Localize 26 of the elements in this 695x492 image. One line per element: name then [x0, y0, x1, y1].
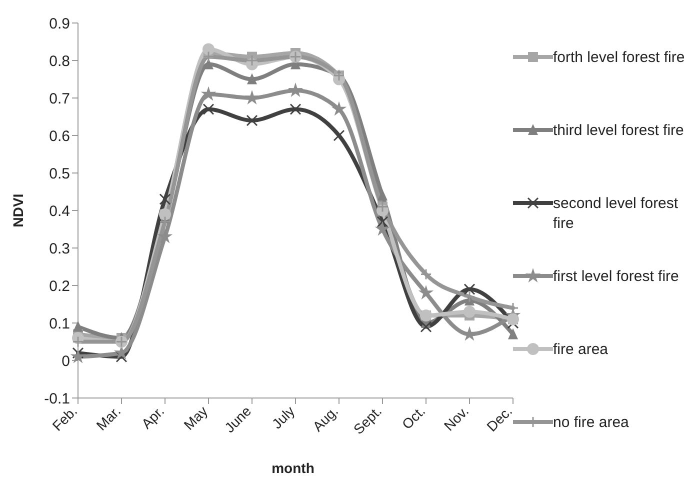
legend-label: fire area	[553, 340, 608, 360]
x-tick-label: May	[180, 402, 211, 433]
y-tick-label: 0.1	[49, 315, 70, 332]
x-tick-label: July	[268, 402, 298, 432]
y-axis-title: NDVI	[10, 194, 26, 228]
x-tick-label: Nov.	[440, 402, 472, 434]
legend-label: second level forest fire	[553, 194, 680, 234]
legend-label: no fire area	[553, 413, 629, 433]
legend-label: third level forest fire	[553, 121, 684, 141]
x-tick-label: Aug.	[309, 402, 342, 434]
y-tick-label: 0.3	[49, 240, 70, 258]
x-tick-label: Dec.	[483, 402, 516, 434]
x-tick-label: Mar.	[93, 402, 124, 434]
y-tick-label: 0.2	[49, 278, 70, 295]
x-tick-label: Apr.	[138, 402, 168, 432]
y-tick-label: 0.9	[49, 15, 70, 32]
x-tick-label: Oct.	[398, 402, 428, 432]
y-tick-label: 0	[62, 352, 70, 370]
y-tick-label: 0.4	[49, 202, 70, 220]
legend-label: first level forest fire	[553, 267, 679, 287]
y-tick-label: 0.6	[49, 128, 70, 145]
y-tick-label: 0.5	[49, 165, 70, 182]
legend-label: forth level forest fire	[553, 48, 685, 68]
x-axis-title: month	[270, 460, 316, 476]
y-tick-label: 0.8	[49, 52, 70, 70]
y-tick-label: 0.7	[49, 90, 70, 108]
